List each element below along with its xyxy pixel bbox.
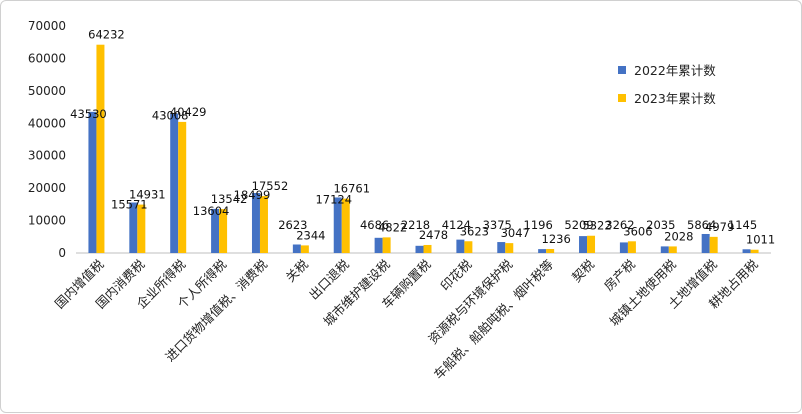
bar-2023 bbox=[668, 246, 677, 253]
category-label: 房产税 bbox=[601, 256, 638, 293]
y-tick-label: 10000 bbox=[28, 214, 66, 228]
bar-2022 bbox=[456, 239, 465, 253]
bar-2023 bbox=[300, 245, 309, 253]
y-tick-label: 50000 bbox=[28, 84, 66, 98]
data-label: 15571 bbox=[111, 198, 148, 212]
bar-2023 bbox=[505, 243, 514, 253]
bar-2023 bbox=[137, 204, 146, 253]
bar-2022 bbox=[211, 208, 220, 253]
bar-2022 bbox=[374, 237, 383, 253]
data-label: 1236 bbox=[542, 232, 571, 246]
data-label: 43008 bbox=[152, 109, 189, 123]
bar-2022 bbox=[579, 236, 588, 253]
data-label: 2623 bbox=[278, 218, 307, 232]
bar-2023 bbox=[709, 236, 718, 253]
data-label: 13542 bbox=[211, 192, 248, 206]
legend-swatch bbox=[618, 94, 626, 102]
data-label: 16761 bbox=[333, 182, 370, 196]
bar-2023 bbox=[259, 196, 268, 253]
bar-2022 bbox=[251, 193, 260, 253]
bar-2023 bbox=[587, 235, 596, 253]
y-tick-label: 40000 bbox=[28, 116, 66, 130]
data-label: 3623 bbox=[460, 224, 489, 238]
bar-2023 bbox=[341, 198, 350, 253]
y-tick-label: 60000 bbox=[28, 51, 66, 65]
data-label: 1011 bbox=[746, 233, 775, 247]
bar-2022 bbox=[497, 242, 506, 253]
data-label: 4686 bbox=[360, 218, 389, 232]
bar-2022 bbox=[170, 113, 179, 254]
data-label: 1196 bbox=[524, 218, 553, 232]
data-label: 43530 bbox=[70, 107, 107, 121]
bar-2022 bbox=[619, 242, 628, 253]
bar-2022 bbox=[742, 249, 751, 253]
data-label: 4979 bbox=[705, 220, 734, 234]
bar-2022 bbox=[333, 197, 342, 253]
data-label: 5322 bbox=[582, 219, 611, 233]
category-label: 契税 bbox=[569, 256, 598, 285]
bar-2023 bbox=[546, 248, 555, 253]
y-tick-label: 30000 bbox=[28, 149, 66, 163]
bar-2022 bbox=[129, 202, 138, 253]
data-label: 3606 bbox=[623, 224, 652, 238]
data-label: 4124 bbox=[442, 218, 471, 232]
legend-label: 2023年累计数 bbox=[634, 91, 716, 106]
bar-2023 bbox=[382, 237, 391, 253]
bar-2022 bbox=[701, 233, 710, 253]
data-label: 2035 bbox=[646, 218, 675, 232]
bars bbox=[88, 44, 759, 254]
data-label: 2344 bbox=[296, 228, 325, 242]
data-label: 3047 bbox=[501, 226, 530, 240]
legend-swatch bbox=[618, 66, 626, 74]
data-label: 2478 bbox=[419, 228, 448, 242]
data-label: 5209 bbox=[564, 218, 593, 232]
data-label: 18499 bbox=[234, 188, 271, 202]
bar-2022 bbox=[660, 246, 669, 253]
data-label: 4822 bbox=[378, 220, 407, 234]
data-label: 1145 bbox=[728, 218, 757, 232]
data-label: 3375 bbox=[483, 218, 512, 232]
bar-2022 bbox=[415, 245, 424, 253]
data-label: 14931 bbox=[129, 188, 166, 202]
bar-2023 bbox=[178, 121, 187, 253]
bar-2022 bbox=[88, 111, 97, 253]
data-label: 13604 bbox=[193, 204, 230, 218]
bar-2023 bbox=[423, 244, 432, 253]
data-label: 5864 bbox=[687, 218, 716, 232]
bar-2023 bbox=[219, 209, 228, 253]
bar-2023 bbox=[750, 249, 759, 253]
data-label: 3262 bbox=[605, 218, 634, 232]
data-label: 17552 bbox=[252, 179, 289, 193]
bar-2023 bbox=[464, 241, 473, 253]
data-label: 64232 bbox=[88, 28, 125, 42]
bar-2022 bbox=[292, 244, 301, 253]
category-label: 关税 bbox=[283, 256, 312, 285]
bar-2023 bbox=[627, 241, 636, 253]
bar-2023 bbox=[96, 44, 105, 253]
data-label: 40429 bbox=[170, 105, 207, 119]
data-label: 2218 bbox=[401, 218, 430, 232]
legend: 2022年累计数 2023年累计数 bbox=[618, 63, 716, 106]
y-tick-label: 70000 bbox=[28, 19, 66, 33]
legend-label: 2022年累计数 bbox=[634, 63, 716, 78]
category-label: 印花税 bbox=[437, 256, 474, 293]
y-tick-label: 20000 bbox=[28, 181, 66, 195]
data-label: 17124 bbox=[315, 192, 352, 206]
bar-2022 bbox=[538, 249, 547, 253]
y-tick-label: 0 bbox=[58, 246, 66, 260]
data-label: 2028 bbox=[664, 229, 693, 243]
